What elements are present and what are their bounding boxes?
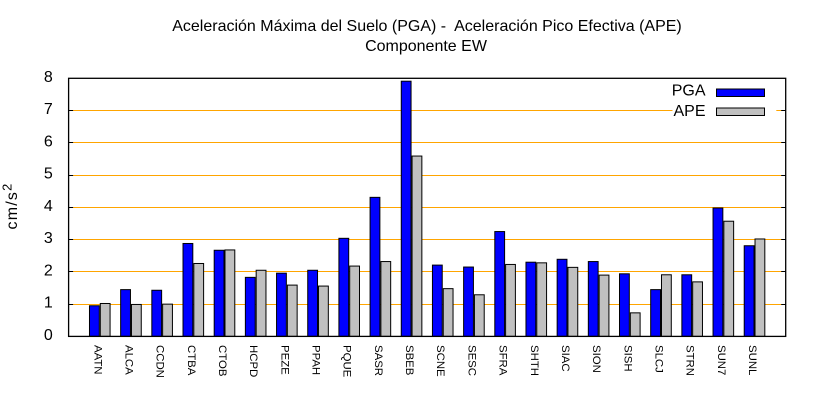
svg-text:SFRA: SFRA	[497, 345, 509, 376]
svg-text:SHTH: SHTH	[528, 345, 540, 376]
svg-text:PEZE: PEZE	[278, 345, 290, 375]
svg-text:CCDN: CCDN	[154, 345, 166, 378]
svg-text:SION: SION	[590, 345, 602, 373]
svg-text:PGA: PGA	[672, 83, 706, 100]
svg-text:cm/s2: cm/s2	[0, 183, 21, 230]
svg-text:SUNL: SUNL	[746, 345, 758, 375]
svg-text:SASR: SASR	[372, 345, 384, 376]
svg-text:AATN: AATN	[91, 345, 103, 375]
svg-text:SUN7: SUN7	[715, 345, 727, 375]
svg-text:SISH: SISH	[621, 345, 633, 372]
svg-text:4: 4	[44, 198, 53, 215]
svg-text:SIAC: SIAC	[559, 345, 571, 372]
svg-text:7: 7	[44, 101, 53, 118]
svg-text:Aceleración Máxima del Suelo (: Aceleración Máxima del Suelo (PGA) - Ace…	[172, 18, 682, 35]
svg-text:1: 1	[44, 295, 53, 312]
svg-text:PQUE: PQUE	[341, 345, 353, 378]
svg-text:CTBA: CTBA	[185, 345, 197, 376]
svg-text:APE: APE	[673, 103, 705, 120]
svg-text:3: 3	[44, 230, 53, 247]
svg-text:STRN: STRN	[684, 345, 696, 376]
svg-text:Componente EW: Componente EW	[365, 38, 488, 55]
svg-text:SCNE: SCNE	[434, 345, 446, 377]
svg-text:SBEB: SBEB	[403, 345, 415, 375]
svg-text:0: 0	[44, 327, 53, 344]
svg-text:HCPD: HCPD	[247, 345, 259, 377]
svg-text:8: 8	[44, 69, 53, 86]
svg-text:5: 5	[44, 166, 53, 183]
svg-text:2: 2	[44, 262, 53, 279]
svg-text:SESC: SESC	[465, 345, 477, 376]
svg-text:CTOB: CTOB	[216, 345, 228, 376]
svg-text:ALCA: ALCA	[122, 345, 134, 375]
svg-text:SLCJ: SLCJ	[652, 345, 664, 373]
svg-text:6: 6	[44, 133, 53, 150]
svg-text:PPAH: PPAH	[310, 345, 322, 375]
